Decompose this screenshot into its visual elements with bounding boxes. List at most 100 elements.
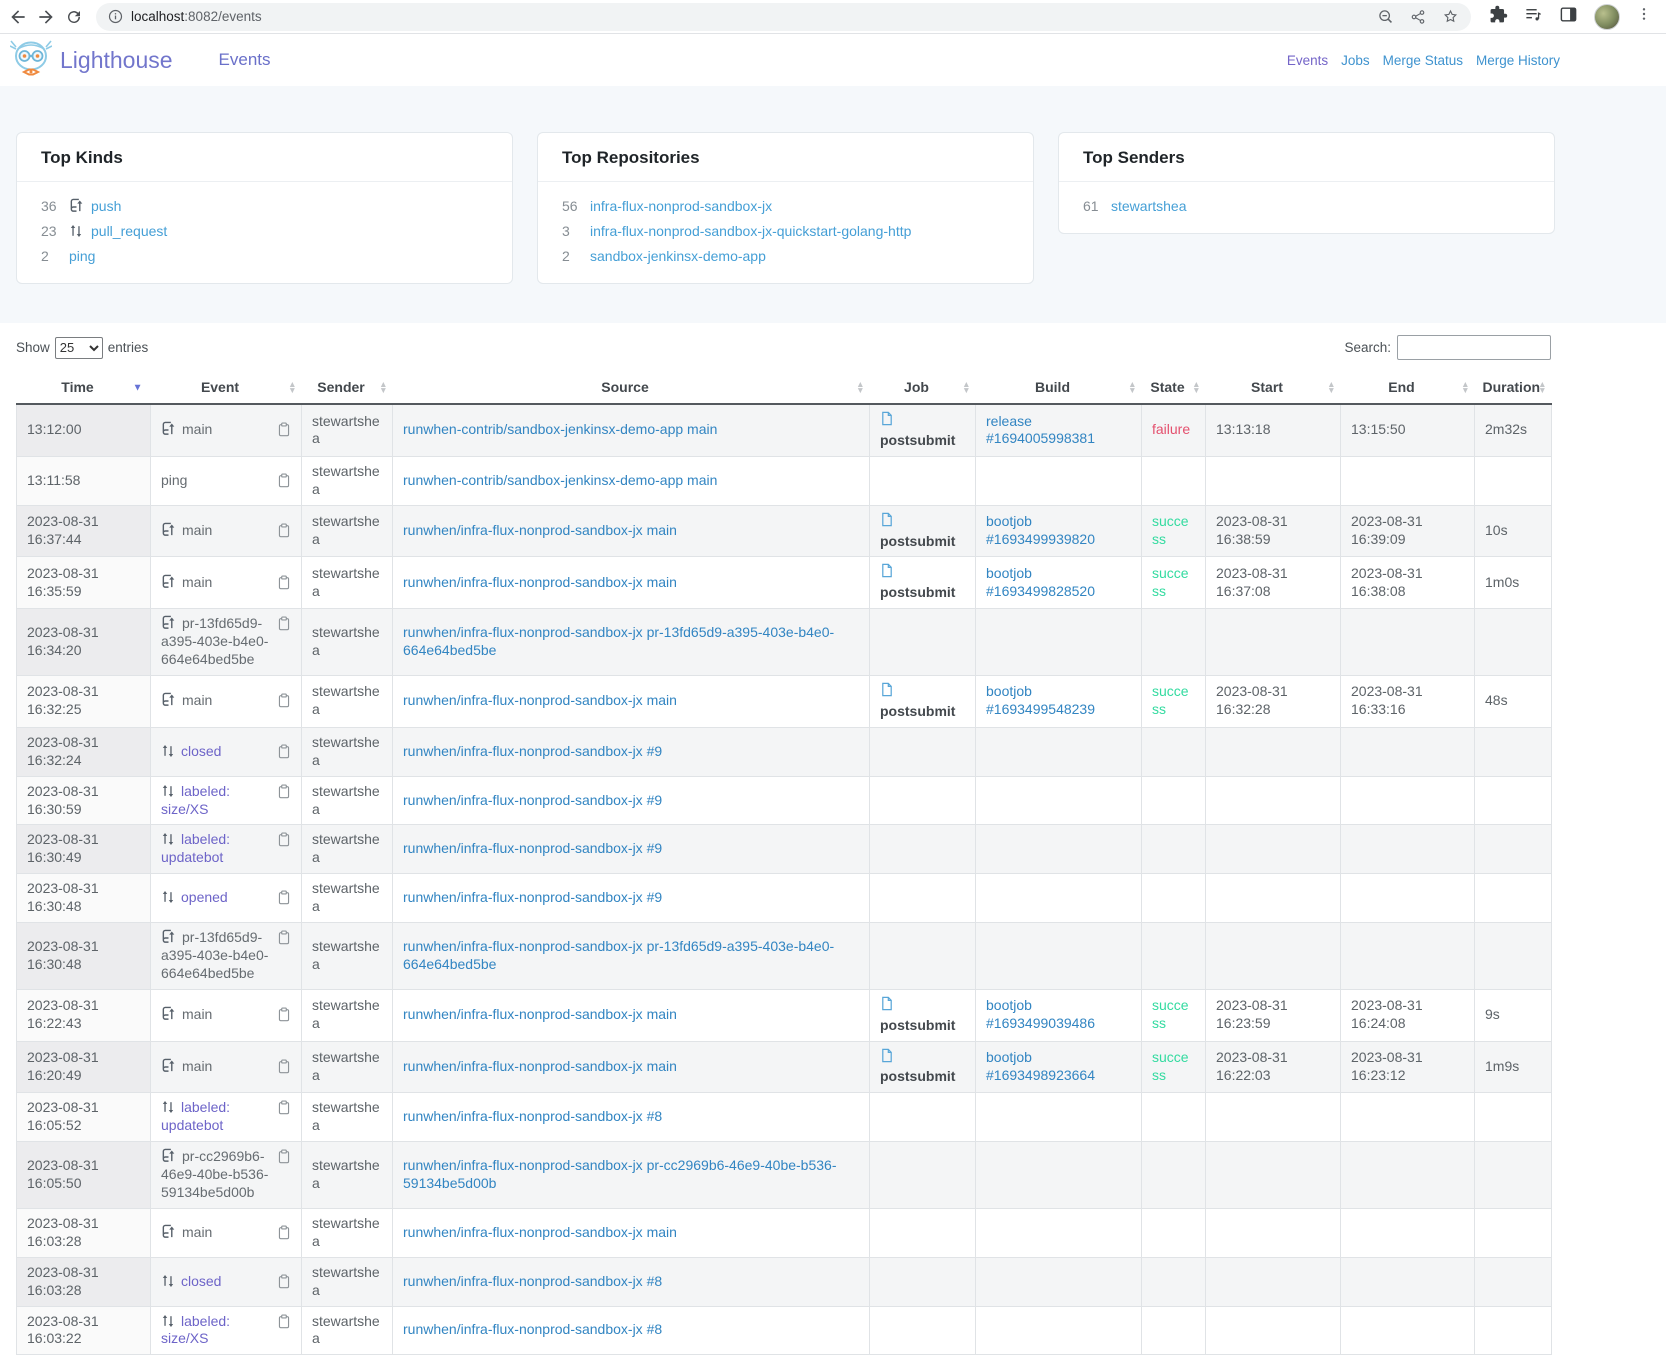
address-bar[interactable]: localhost:8082/events [96,3,1471,31]
browser-reload-button[interactable] [60,3,88,31]
entries-label: entries [108,340,149,355]
reading-list-icon[interactable] [1524,5,1543,29]
build-link[interactable]: bootjob #1693499828520 [986,565,1095,599]
event-label[interactable]: closed [181,743,221,759]
column-header-source[interactable]: Source▲▼ [393,372,870,404]
cell-source: runwhen/infra-flux-nonprod-sandbox-jx ma… [393,675,870,727]
browser-forward-button[interactable] [32,3,60,31]
nav-link-merge-history[interactable]: Merge History [1476,53,1560,68]
cell-end [1341,1257,1475,1306]
source-link[interactable]: runwhen/infra-flux-nonprod-sandbox-jx ma… [403,1006,677,1022]
build-link[interactable]: bootjob #1693499548239 [986,683,1095,717]
copy-clipboard-icon[interactable] [277,832,291,847]
source-link[interactable]: runwhen/infra-flux-nonprod-sandbox-jx #9 [403,792,662,808]
copy-clipboard-icon[interactable] [277,1225,291,1240]
build-link[interactable]: bootjob #1693498923664 [986,1049,1095,1083]
copy-clipboard-icon[interactable] [277,1314,291,1329]
copy-clipboard-icon[interactable] [277,1274,291,1289]
copy-clipboard-icon[interactable] [277,1149,291,1164]
cell-start: 2023-08-31 16:32:28 [1206,675,1341,727]
bookmark-star-icon[interactable] [1442,8,1459,25]
copy-clipboard-icon[interactable] [277,930,291,945]
browser-profile-avatar[interactable] [1594,4,1620,30]
item-link[interactable]: sandbox-jenkinsx-demo-app [590,248,766,264]
source-link[interactable]: runwhen/infra-flux-nonprod-sandbox-jx pr… [403,624,834,658]
search-input[interactable] [1397,335,1551,360]
push-icon [161,615,176,630]
share-icon[interactable] [1410,9,1426,25]
copy-clipboard-icon[interactable] [277,575,291,590]
source-link[interactable]: runwhen/infra-flux-nonprod-sandbox-jx #9 [403,889,662,905]
page-size-select[interactable]: 25 [55,337,103,359]
column-header-state[interactable]: State▲▼ [1142,372,1206,404]
job-file-icon [880,1048,965,1068]
copy-clipboard-icon[interactable] [277,1100,291,1115]
copy-clipboard-icon[interactable] [277,1059,291,1074]
side-panel-icon[interactable] [1559,5,1578,29]
event-label[interactable]: closed [181,1273,221,1289]
column-header-time[interactable]: Time▼ [17,372,151,404]
item-link[interactable]: push [91,198,121,214]
nav-link-events[interactable]: Events [1287,53,1328,68]
copy-clipboard-icon[interactable] [277,890,291,905]
event-label: main [182,692,212,708]
copy-clipboard-icon[interactable] [277,784,291,799]
cell-source: runwhen-contrib/sandbox-jenkinsx-demo-ap… [393,404,870,456]
extensions-puzzle-icon[interactable] [1489,5,1508,29]
source-link[interactable]: runwhen/infra-flux-nonprod-sandbox-jx ma… [403,574,677,590]
page-info-icon[interactable] [108,9,123,24]
column-header-end[interactable]: End▲▼ [1341,372,1475,404]
source-link[interactable]: runwhen/infra-flux-nonprod-sandbox-jx #9 [403,840,662,856]
build-link[interactable]: bootjob #1693499939820 [986,513,1095,547]
source-link[interactable]: runwhen/infra-flux-nonprod-sandbox-jx ma… [403,1224,677,1240]
nav-link-jobs[interactable]: Jobs [1341,53,1370,68]
source-link[interactable]: runwhen/infra-flux-nonprod-sandbox-jx ma… [403,522,677,538]
brand[interactable]: Lighthouse [10,39,173,82]
browser-menu-kebab-icon[interactable] [1636,6,1652,27]
column-header-start[interactable]: Start▲▼ [1206,372,1341,404]
source-link[interactable]: runwhen/infra-flux-nonprod-sandbox-jx ma… [403,1058,677,1074]
push-icon [161,421,176,436]
source-link[interactable]: runwhen/infra-flux-nonprod-sandbox-jx #8 [403,1321,662,1337]
item-link[interactable]: pull_request [91,223,167,239]
column-header-event[interactable]: Event▲▼ [151,372,302,404]
item-link[interactable]: stewartshea [1111,198,1186,214]
event-label[interactable]: opened [181,889,228,905]
column-header-job[interactable]: Job▲▼ [870,372,976,404]
page-title[interactable]: Events [219,50,271,70]
source-link[interactable]: runwhen-contrib/sandbox-jenkinsx-demo-ap… [403,472,717,488]
item-link[interactable]: infra-flux-nonprod-sandbox-jx-quickstart… [590,223,911,239]
browser-back-button[interactable] [4,3,32,31]
cell-sender: stewartshea [302,1306,393,1355]
item-link[interactable]: infra-flux-nonprod-sandbox-jx [590,198,772,214]
item-link[interactable]: ping [69,248,95,264]
cell-end [1341,609,1475,676]
cell-source: runwhen/infra-flux-nonprod-sandbox-jx #9 [393,776,870,825]
source-link[interactable]: runwhen/infra-flux-nonprod-sandbox-jx #8 [403,1108,662,1124]
source-link[interactable]: runwhen/infra-flux-nonprod-sandbox-jx #9 [403,743,662,759]
source-link[interactable]: runwhen/infra-flux-nonprod-sandbox-jx ma… [403,692,677,708]
copy-clipboard-icon[interactable] [277,473,291,488]
copy-clipboard-icon[interactable] [277,523,291,538]
copy-clipboard-icon[interactable] [277,422,291,437]
copy-clipboard-icon[interactable] [277,1007,291,1022]
build-link[interactable]: bootjob #1693499039486 [986,997,1095,1031]
cell-build [976,456,1142,505]
item-count: 61 [1083,198,1111,214]
source-link[interactable]: runwhen/infra-flux-nonprod-sandbox-jx #8 [403,1273,662,1289]
column-header-duration[interactable]: Duration▲▼ [1475,372,1552,404]
cell-build: release #1694005998381 [976,404,1142,456]
cell-job [870,1142,976,1209]
column-header-sender[interactable]: Sender▲▼ [302,372,393,404]
zoom-icon[interactable] [1377,8,1394,25]
nav-link-merge-status[interactable]: Merge Status [1383,53,1463,68]
source-link[interactable]: runwhen/infra-flux-nonprod-sandbox-jx pr… [403,938,834,972]
source-link[interactable]: runwhen-contrib/sandbox-jenkinsx-demo-ap… [403,421,717,437]
copy-clipboard-icon[interactable] [277,744,291,759]
source-link[interactable]: runwhen/infra-flux-nonprod-sandbox-jx pr… [403,1157,836,1191]
copy-clipboard-icon[interactable] [277,693,291,708]
cell-job [870,609,976,676]
column-header-build[interactable]: Build▲▼ [976,372,1142,404]
copy-clipboard-icon[interactable] [277,616,291,631]
build-link[interactable]: release #1694005998381 [986,413,1095,447]
